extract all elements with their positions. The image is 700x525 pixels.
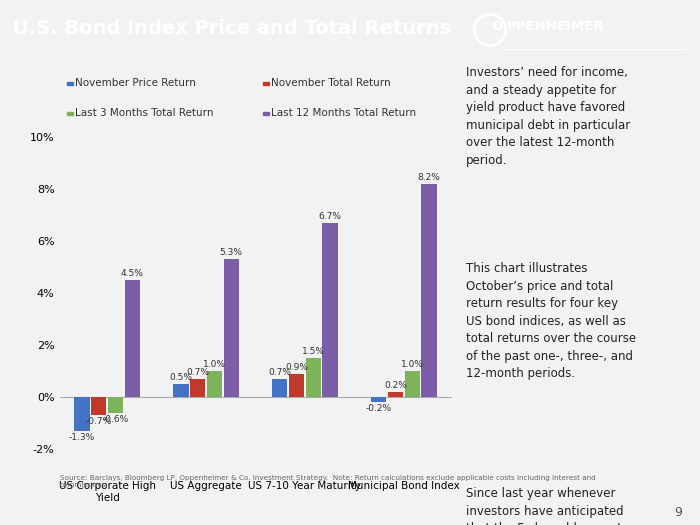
- Text: November Price Return: November Price Return: [75, 78, 196, 88]
- Text: 0.9%: 0.9%: [285, 363, 308, 372]
- Text: 6.7%: 6.7%: [318, 212, 342, 220]
- Bar: [306, 358, 321, 397]
- Text: 0.5%: 0.5%: [169, 373, 193, 382]
- Text: 0.2%: 0.2%: [384, 381, 407, 390]
- Text: 4.5%: 4.5%: [121, 269, 144, 278]
- Text: O: O: [491, 20, 503, 34]
- Text: 9: 9: [675, 506, 682, 519]
- Bar: [67, 112, 74, 115]
- Bar: [173, 384, 188, 397]
- Text: 5.3%: 5.3%: [220, 248, 243, 257]
- Bar: [74, 397, 90, 431]
- Bar: [91, 397, 106, 415]
- Text: 0.7%: 0.7%: [186, 368, 209, 377]
- Bar: [67, 82, 74, 85]
- Text: -1.3%: -1.3%: [69, 433, 95, 442]
- Text: -0.7%: -0.7%: [85, 417, 112, 426]
- Bar: [289, 374, 304, 397]
- Text: 0.7%: 0.7%: [268, 368, 291, 377]
- Text: 1.0%: 1.0%: [203, 360, 226, 369]
- Text: Investors’ need for income,
and a steady appetite for
yield product have favored: Investors’ need for income, and a steady…: [466, 66, 630, 166]
- Bar: [272, 379, 288, 397]
- Text: 1.0%: 1.0%: [401, 360, 424, 369]
- Bar: [421, 184, 437, 397]
- Text: PPENHEIMER: PPENHEIMER: [507, 20, 604, 34]
- Text: November Total Return: November Total Return: [271, 78, 391, 88]
- Text: Since last year whenever
investors have anticipated
that the Fed would move to
r: Since last year whenever investors have …: [466, 488, 634, 525]
- Bar: [206, 371, 222, 397]
- Bar: [108, 397, 123, 413]
- Bar: [371, 397, 386, 402]
- Bar: [263, 112, 270, 115]
- Text: Last 3 Months Total Return: Last 3 Months Total Return: [75, 108, 214, 118]
- Bar: [223, 259, 239, 397]
- Text: 8.2%: 8.2%: [418, 173, 441, 182]
- Text: 1.5%: 1.5%: [302, 347, 325, 356]
- Bar: [263, 82, 270, 85]
- Text: Source: Barclays, Bloomberg LP, Oppenheimer & Co. Investment Strategy.  Note: Re: Source: Barclays, Bloomberg LP, Oppenhei…: [60, 475, 595, 488]
- Bar: [405, 371, 420, 397]
- Text: -0.6%: -0.6%: [102, 415, 129, 424]
- Text: Last 12 Months Total Return: Last 12 Months Total Return: [271, 108, 416, 118]
- Bar: [388, 392, 403, 397]
- Bar: [190, 379, 205, 397]
- Text: This chart illustrates
October’s price and total
return results for four key
US : This chart illustrates October’s price a…: [466, 262, 636, 380]
- Bar: [323, 223, 338, 397]
- Text: -0.2%: -0.2%: [365, 404, 392, 413]
- Bar: [125, 280, 140, 397]
- Text: U.S. Bond Index Price and Total Returns: U.S. Bond Index Price and Total Returns: [13, 19, 451, 38]
